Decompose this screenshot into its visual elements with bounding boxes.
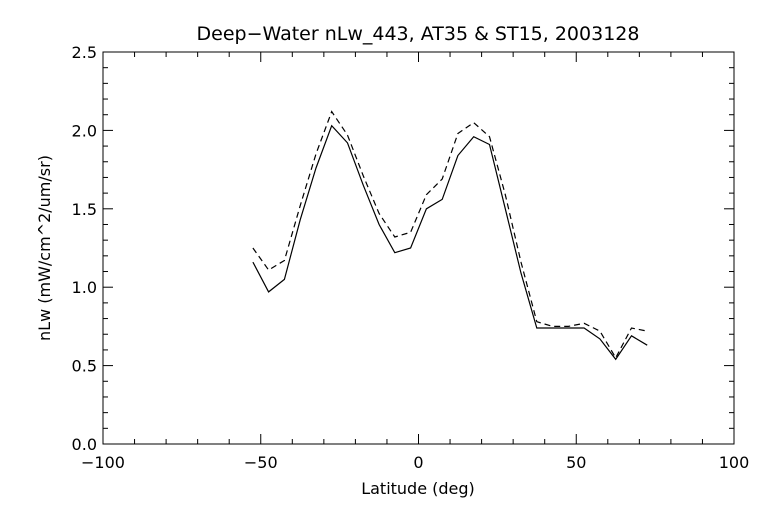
x-tick-label: −50 [244, 453, 278, 472]
y-tick-label: 1.0 [72, 278, 97, 297]
x-axis-label: Latitude (deg) [361, 479, 475, 498]
y-tick-label: 0.5 [72, 357, 97, 376]
x-tick-label: −100 [81, 453, 125, 472]
plot-frame [102, 51, 735, 445]
axis-ticks [102, 51, 735, 445]
x-tick-label: 50 [566, 453, 586, 472]
x-tick-label: 100 [719, 453, 750, 472]
series-lines [252, 110, 648, 361]
x-tick-label: 0 [413, 453, 423, 472]
y-tick-labels: 0.0 0.5 1.0 1.5 2.0 2.5 [72, 43, 97, 454]
series-line-solid [252, 124, 648, 361]
y-tick-label: 0.0 [72, 435, 97, 454]
y-axis-label: nLw (mW/cm^2/um/sr) [35, 155, 54, 341]
y-tick-label: 2.0 [72, 121, 97, 140]
y-tick-label: 1.5 [72, 200, 97, 219]
y-tick-label: 2.5 [72, 43, 97, 62]
x-tick-labels: −100 −50 0 50 100 [81, 453, 749, 472]
chart-title: Deep−Water nLw_443, AT35 & ST15, 2003128 [197, 23, 640, 45]
series-line-dashed [252, 110, 648, 360]
